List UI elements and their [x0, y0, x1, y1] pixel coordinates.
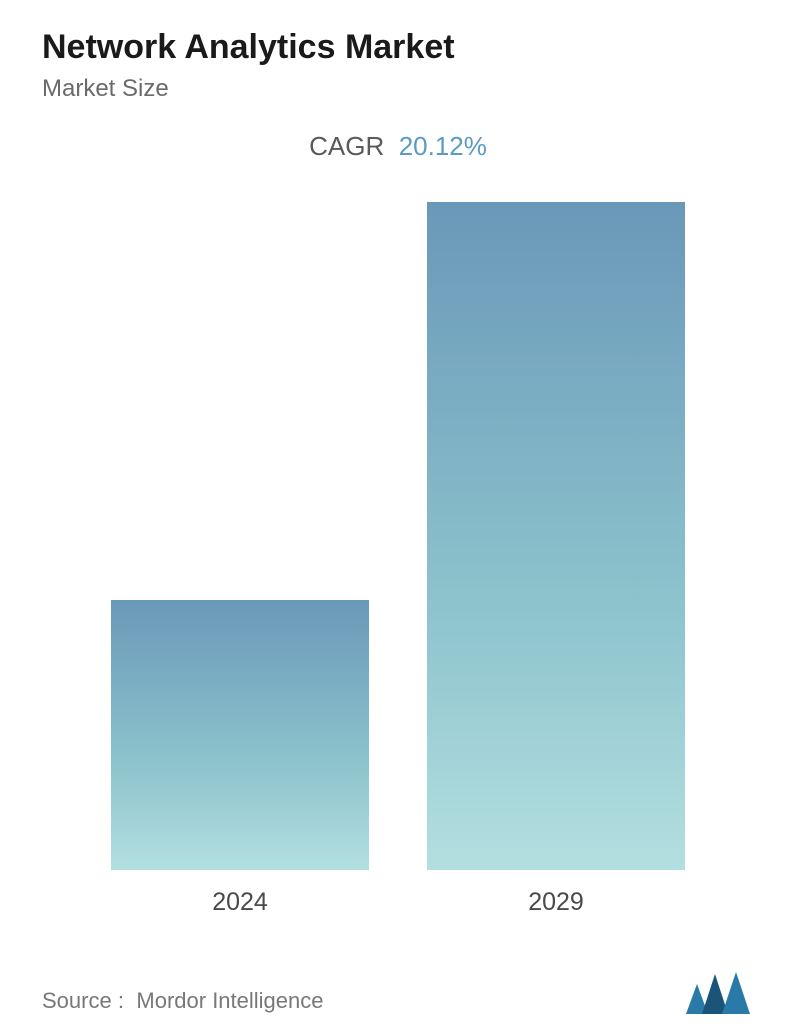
- bar-wrapper-2024: [100, 600, 380, 870]
- chart-plot-area: [42, 180, 754, 870]
- source-name: Mordor Intelligence: [136, 988, 323, 1013]
- bar-2024: [111, 600, 369, 870]
- chart-container: Network Analytics Market Market Size CAG…: [0, 0, 796, 1034]
- x-label-2029: 2029: [416, 888, 696, 917]
- chart-title: Network Analytics Market: [42, 28, 754, 67]
- x-label-2024: 2024: [100, 888, 380, 917]
- cagr-label: CAGR: [309, 131, 384, 161]
- chart-footer: Source : Mordor Intelligence: [42, 972, 754, 1014]
- mordor-logo-icon: [686, 972, 750, 1014]
- chart-subtitle: Market Size: [42, 75, 754, 103]
- cagr-row: CAGR 20.12%: [42, 131, 754, 162]
- cagr-value: 20.12%: [399, 131, 487, 161]
- x-axis-labels: 2024 2029: [42, 870, 754, 917]
- source-prefix: Source :: [42, 988, 124, 1013]
- source-text: Source : Mordor Intelligence: [42, 988, 324, 1014]
- bar-2029: [427, 202, 685, 870]
- bar-wrapper-2029: [416, 202, 696, 870]
